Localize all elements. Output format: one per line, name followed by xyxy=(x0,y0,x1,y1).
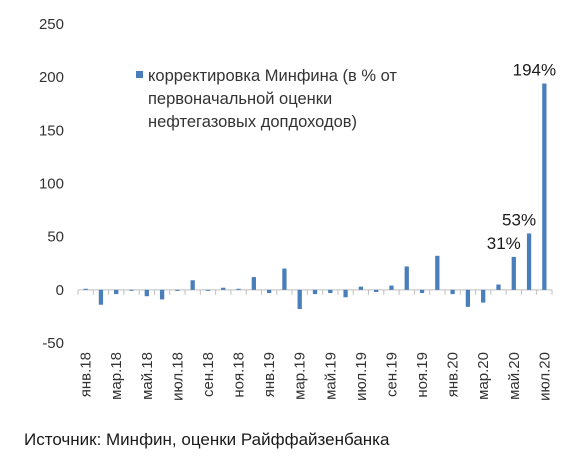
x-tick-label: янв.18 xyxy=(78,352,95,397)
x-tick-label: янв.19 xyxy=(261,352,278,397)
bar xyxy=(374,289,379,292)
bar xyxy=(205,289,211,291)
bar xyxy=(542,83,547,290)
x-tick-label: май.19 xyxy=(322,352,339,400)
data-label: 53% xyxy=(502,210,536,229)
x-tick-label: май.20 xyxy=(506,352,523,400)
bars xyxy=(83,83,547,309)
y-tick-label: 200 xyxy=(39,69,64,86)
bar xyxy=(144,289,149,297)
bar xyxy=(343,289,348,298)
y-axis-labels: -50 0 50 100 150 200 250 xyxy=(39,16,64,352)
bar xyxy=(404,266,409,290)
x-axis-tickmarks xyxy=(77,289,553,295)
bar xyxy=(312,289,318,295)
bar xyxy=(511,256,516,290)
bar xyxy=(297,289,302,309)
x-tick-label: сен.19 xyxy=(383,352,400,397)
data-labels: 31% 53% 194% xyxy=(487,61,556,253)
bar xyxy=(251,277,256,290)
bar xyxy=(328,289,333,294)
source-note: Источник: Минфин, оценки Райффайзенбанка xyxy=(24,430,390,449)
x-tick-label: сен.18 xyxy=(200,352,217,397)
x-tick-label: ноя.19 xyxy=(414,352,431,398)
data-label: 31% xyxy=(487,234,521,253)
legend-swatch xyxy=(136,71,143,78)
bar xyxy=(221,287,226,290)
legend-text-line-3: нефтегазовых допдоходов) xyxy=(148,113,357,131)
y-tick-label: 150 xyxy=(39,122,64,139)
bar xyxy=(435,255,440,290)
x-tick-label: ноя.18 xyxy=(231,352,248,398)
x-tick-label: май.18 xyxy=(139,352,156,400)
y-tick-label: 250 xyxy=(39,16,64,33)
bar xyxy=(496,284,501,290)
x-tick-label: мар.20 xyxy=(475,352,492,400)
x-tick-label: июл.18 xyxy=(169,352,186,401)
x-tick-label: июл.20 xyxy=(536,352,553,401)
bar xyxy=(358,286,364,290)
x-tick-label: янв.20 xyxy=(445,352,462,397)
y-tick-label: -50 xyxy=(42,335,64,352)
bar xyxy=(129,289,134,291)
bar xyxy=(98,289,104,305)
legend: корректировка Минфина (в % от первоначал… xyxy=(136,67,397,131)
legend-text-line-2: первоначальной оценки xyxy=(148,90,332,108)
bar xyxy=(114,289,119,295)
bar xyxy=(389,285,394,290)
bar xyxy=(175,289,180,291)
bar xyxy=(526,233,532,290)
y-tick-label: 100 xyxy=(39,176,64,193)
bar xyxy=(83,288,88,290)
x-tick-label: мар.19 xyxy=(292,352,309,400)
x-tick-label: июл.19 xyxy=(353,352,370,401)
y-tick-label: 0 xyxy=(56,282,64,299)
bar xyxy=(266,289,272,294)
bar xyxy=(419,289,425,294)
bar xyxy=(450,289,455,295)
bar xyxy=(190,280,195,290)
bar-chart: -50 0 50 100 150 200 250 янв.18 мар.18 май.18 июл… xyxy=(39,16,556,401)
bar xyxy=(481,289,486,303)
bar xyxy=(282,268,287,290)
bar xyxy=(465,289,471,307)
y-tick-label: 50 xyxy=(47,229,64,246)
legend-text-line-1: корректировка Минфина (в % от xyxy=(148,67,397,85)
data-label: 194% xyxy=(513,61,556,80)
x-axis-labels: янв.18 мар.18 май.18 июл.18 сен.18 ноя.18 янв.… xyxy=(78,352,554,401)
bar xyxy=(159,289,165,300)
bar xyxy=(236,288,241,290)
x-tick-label: мар.18 xyxy=(108,352,125,400)
